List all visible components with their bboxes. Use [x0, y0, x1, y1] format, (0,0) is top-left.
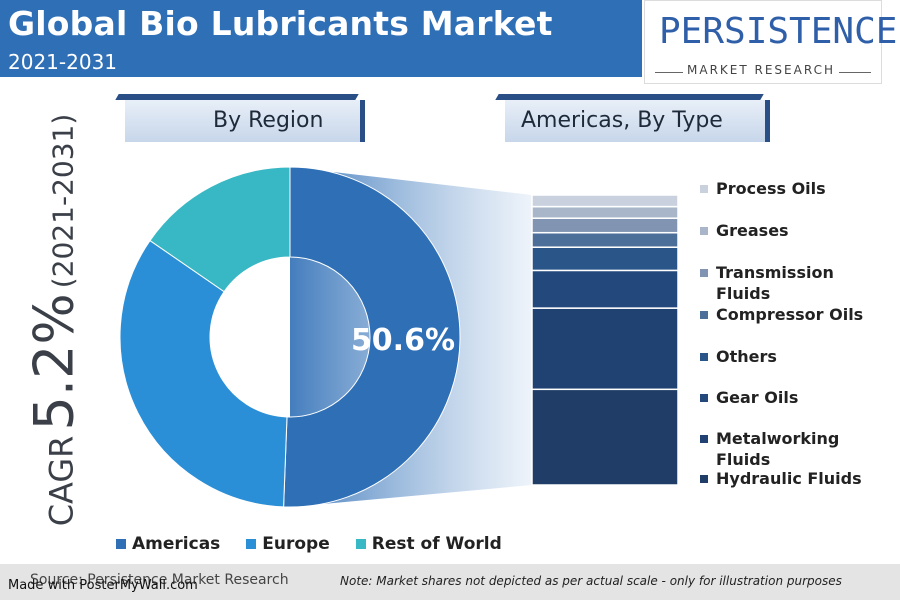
watermark: Made with PosterMyWall.com: [8, 578, 198, 593]
bar-segment-process-oils: [531, 194, 679, 208]
region-legend: Americas Europe Rest of World: [116, 534, 502, 554]
legend-swatch: [700, 353, 708, 361]
legend-swatch: [700, 435, 708, 443]
type-legend-item: Gear Oils: [700, 387, 890, 408]
bar-segment-greases: [531, 205, 679, 219]
footer: Source: Persistence Market Research Note…: [0, 564, 900, 600]
region-legend-item: Rest of World: [355, 534, 502, 554]
type-legend-label: Metalworking Fluids: [716, 429, 840, 469]
legend-swatch: [700, 394, 708, 402]
type-legend-item: Transmission Fluids: [700, 262, 890, 304]
type-legend-item: Process Oils: [700, 178, 890, 199]
legend-swatch: [700, 475, 708, 483]
bar-segment-others: [531, 246, 679, 272]
legend-swatch: [700, 269, 708, 277]
logo-tagline: MARKET RESEARCH: [683, 63, 839, 77]
region-legend-item: Europe: [246, 534, 330, 554]
donut-slice-europe: [119, 239, 288, 508]
region-section-banner: By Region: [115, 94, 365, 142]
legend-swatch: [116, 539, 126, 549]
type-section-title: Americas, By Type: [521, 108, 723, 133]
chart-title: Global Bio Lubricants Market: [8, 4, 553, 43]
bar-segment-transmission-fluids: [531, 217, 679, 234]
type-legend-item: Metalworking Fluids: [700, 428, 890, 470]
legend-swatch: [700, 311, 708, 319]
type-legend-item: Greases: [700, 220, 890, 241]
bar-segment-compressor-oils: [531, 231, 679, 248]
chart-subtitle: 2021-2031: [8, 50, 118, 74]
type-legend-item: Compressor Oils: [700, 304, 890, 325]
donut-data-label: 50.6%: [351, 323, 455, 358]
legend-swatch: [355, 539, 366, 549]
bar-segment-metalworking-fluids: [531, 307, 679, 391]
type-legend-label: Others: [716, 347, 777, 366]
type-legend-label: Hydraulic Fluids: [716, 469, 862, 488]
type-legend-label: Compressor Oils: [716, 305, 864, 324]
region-legend-label: Rest of World: [371, 534, 502, 554]
donut-slice-rest-of-world: [149, 166, 291, 293]
type-section-banner: Americas, By Type: [495, 94, 770, 142]
persistence-logo: PERSISTENCE MARKET RESEARCH: [644, 0, 897, 84]
bar-segment-gear-oils: [531, 269, 679, 309]
type-legend-item: Hydraulic Fluids: [700, 468, 890, 489]
type-legend-label: Transmission Fluids: [716, 263, 834, 303]
legend-swatch: [246, 539, 257, 549]
region-section-title: By Region: [213, 108, 324, 133]
source-text: Source: Persistence Market Research: [30, 572, 289, 588]
type-legend-label: Gear Oils: [716, 388, 799, 407]
legend-swatch: [700, 185, 708, 193]
region-legend-item: Americas: [116, 534, 220, 554]
type-legend-label: Greases: [716, 221, 789, 240]
bar-segment-hydraulic-fluids: [531, 388, 679, 486]
donut-slice-americas: [283, 166, 461, 508]
note-text: Note: Market shares not depicted as per …: [340, 574, 842, 588]
title-banner: Global Bio Lubricants Market 2021-2031: [0, 0, 642, 77]
region-legend-label: Europe: [262, 534, 330, 554]
region-legend-label: Americas: [132, 534, 221, 554]
type-legend-item: Others: [700, 346, 890, 367]
logo-name: PERSISTENCE: [659, 11, 898, 52]
legend-swatch: [700, 227, 708, 235]
type-legend-label: Process Oils: [716, 179, 826, 198]
